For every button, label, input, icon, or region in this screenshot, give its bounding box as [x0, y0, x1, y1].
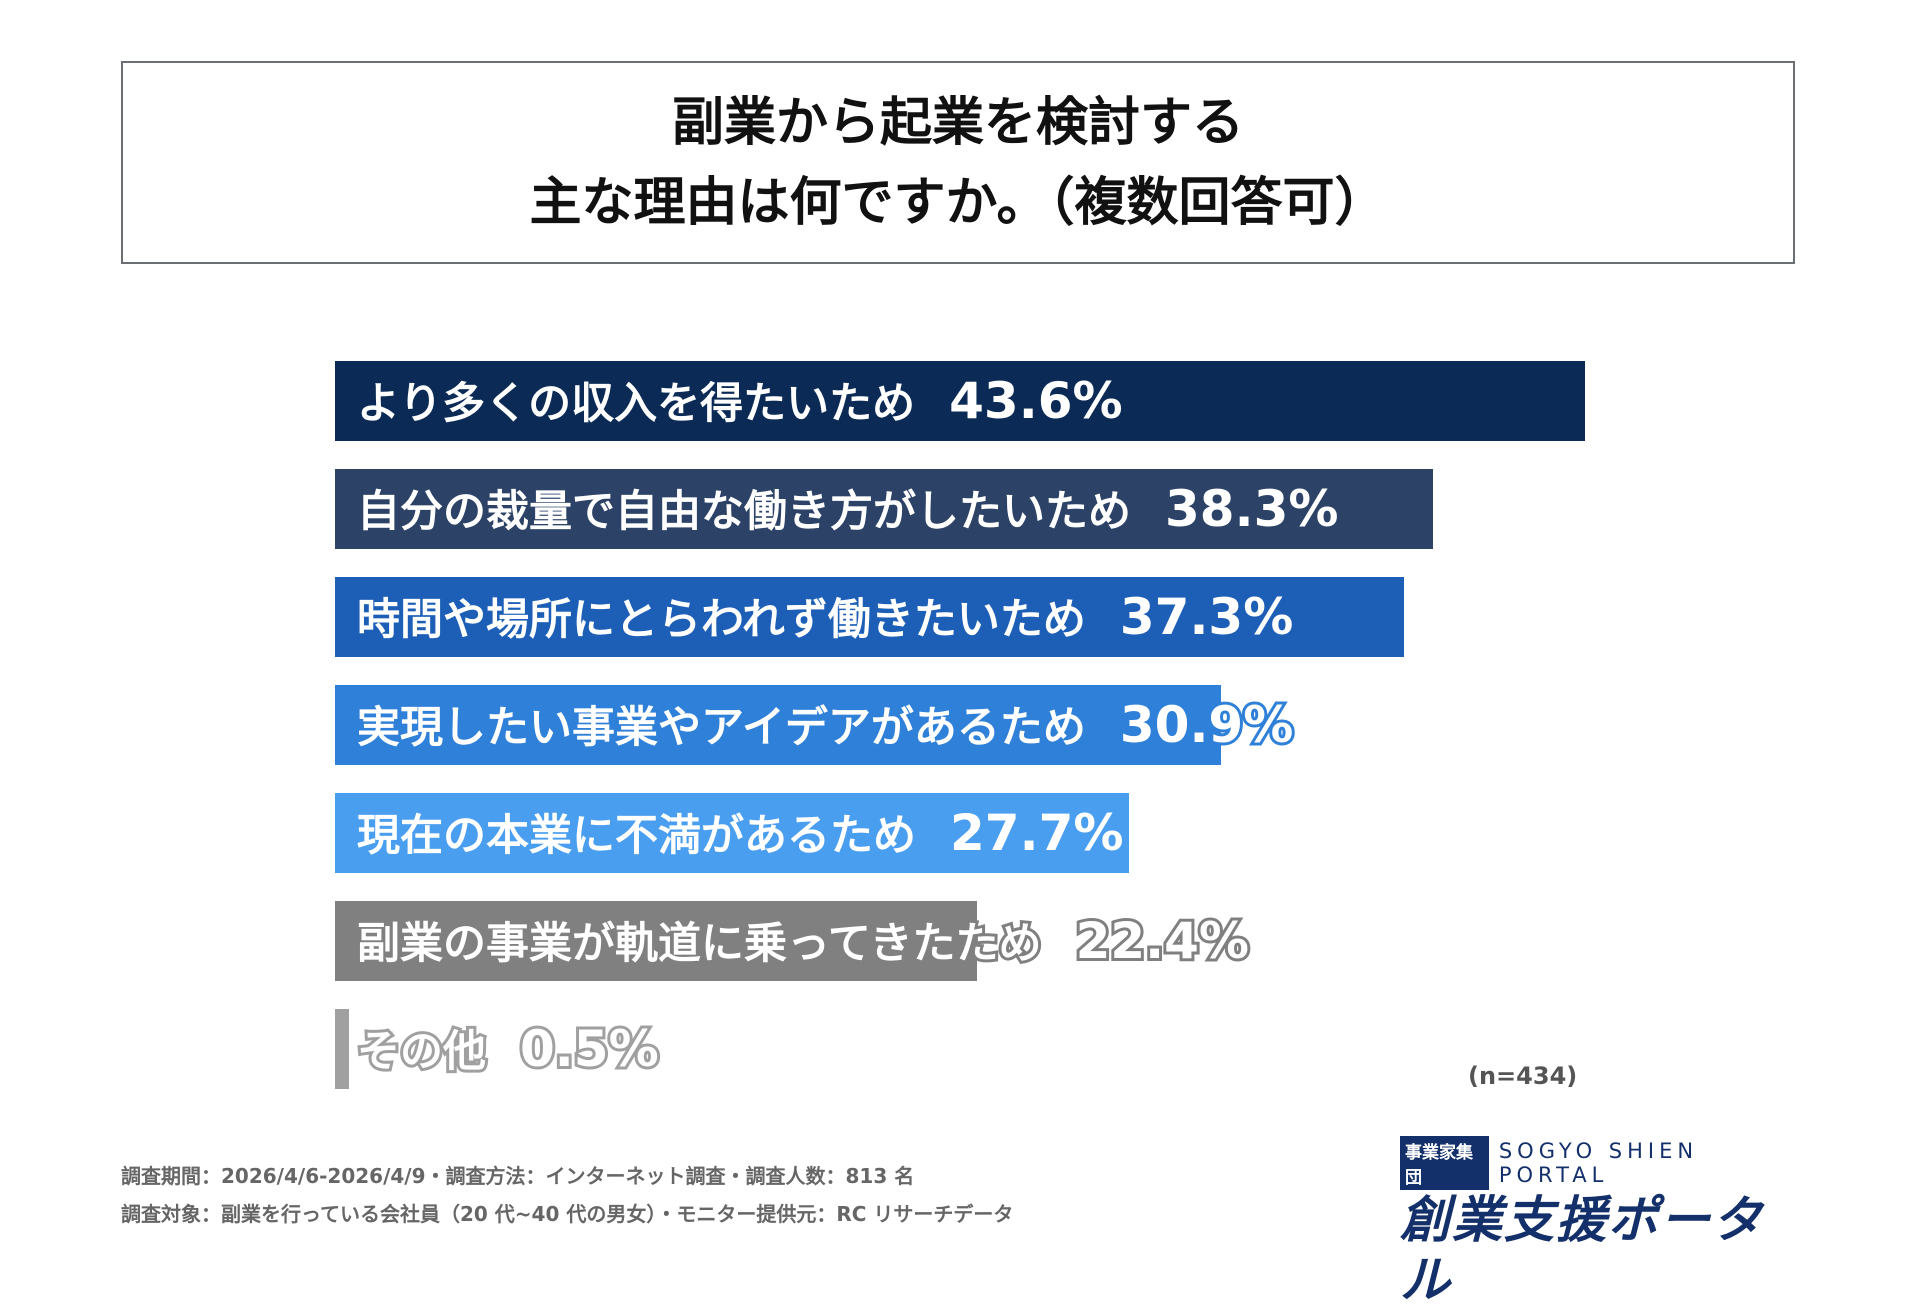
category-label: 時間や場所にとらわれず働きたいため [354, 592, 1089, 648]
value-label: 0.5% [517, 1017, 662, 1081]
bar-label-group: より多くの収入を得たいため 43.6% [354, 361, 1126, 441]
bar [335, 685, 1221, 765]
bar-label-group: 現在の本業に不満があるため 27.7% [354, 793, 1126, 873]
bar [335, 793, 1130, 873]
chart-title-line-1: 副業から起業を検討する [671, 92, 1244, 153]
bar-label-group: 自分の裁量で自由な働き方がしたいため 38.3% [354, 469, 1341, 549]
logo-badge: 事業家集団 [1400, 1136, 1489, 1190]
value-label: 37.3% [1117, 585, 1296, 649]
bar [335, 1009, 350, 1089]
category-label: 副業の事業が軌道に乗ってきたため [354, 916, 1045, 972]
chart-title-box: 副業から起業を検討する 主な理由は何ですか。（複数回答可） [121, 61, 1795, 264]
chart-title-line-2: 主な理由は何ですか。（複数回答可） [529, 172, 1387, 233]
logo: 事業家集団 SOGYO SHIEN PORTAL 創業支援ポータル [1400, 1136, 1796, 1310]
value-label: 43.6% [946, 369, 1125, 433]
bar-label-group: 実現したい事業やアイデアがあるため 30.9% [354, 685, 1296, 765]
bar [335, 469, 1434, 549]
category-label: その他 [354, 1024, 489, 1080]
logo-japanese: 創業支援ポータル [1400, 1191, 1764, 1309]
category-label: 現在の本業に不満があるため [354, 808, 919, 864]
bar [335, 577, 1405, 657]
bar [335, 361, 1585, 441]
survey-period-note: 調査期間：2026/4/6-2026/4/9・調査方法：インターネット調査・調査… [121, 1164, 915, 1188]
value-label: 30.9% [1117, 693, 1296, 757]
logo-english: SOGYO SHIEN PORTAL [1498, 1139, 1699, 1187]
bar-label-group: 時間や場所にとらわれず働きたいため 37.3% [354, 577, 1296, 657]
category-label: 自分の裁量で自由な働き方がしたいため [354, 484, 1134, 540]
value-label: 22.4% [1073, 909, 1252, 973]
bar-label-group: その他 0.5% [354, 1009, 662, 1089]
bar [335, 901, 978, 981]
value-label: 38.3% [1162, 477, 1341, 541]
value-label: 27.7% [947, 801, 1126, 865]
bar-label-group: 副業の事業が軌道に乗ってきたため 22.4% [354, 901, 1252, 981]
survey-target-note: 調査対象：副業を行っている会社員（20 代~40 代の男女）・モニター提供元：R… [121, 1202, 1014, 1226]
category-label: より多くの収入を得たいため [354, 376, 918, 432]
sample-size: (n=434) [1468, 1062, 1578, 1090]
category-label: 実現したい事業やアイデアがあるため [354, 700, 1089, 756]
